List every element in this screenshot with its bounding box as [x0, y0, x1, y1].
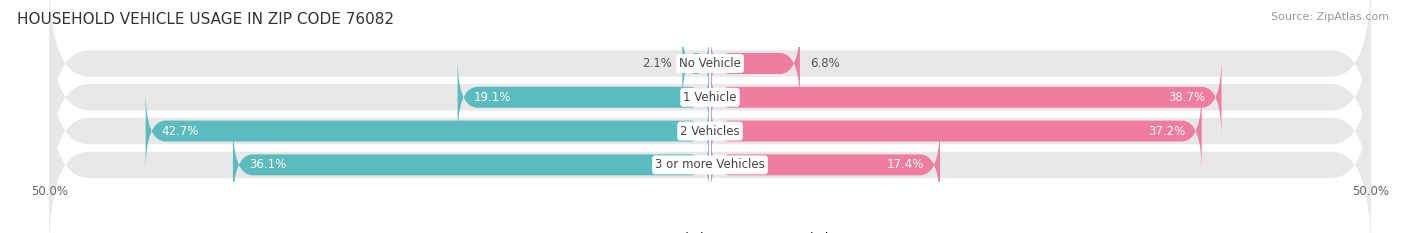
FancyBboxPatch shape [457, 57, 710, 137]
FancyBboxPatch shape [49, 0, 1371, 152]
FancyBboxPatch shape [710, 57, 1222, 137]
Text: HOUSEHOLD VEHICLE USAGE IN ZIP CODE 76082: HOUSEHOLD VEHICLE USAGE IN ZIP CODE 7608… [17, 12, 394, 27]
Legend: Owner-occupied, Renter-occupied: Owner-occupied, Renter-occupied [586, 228, 834, 233]
FancyBboxPatch shape [49, 43, 1371, 219]
Text: 37.2%: 37.2% [1149, 125, 1185, 137]
Text: 6.8%: 6.8% [810, 57, 841, 70]
FancyBboxPatch shape [710, 125, 941, 205]
FancyBboxPatch shape [49, 9, 1371, 185]
Text: No Vehicle: No Vehicle [679, 57, 741, 70]
Text: 42.7%: 42.7% [162, 125, 198, 137]
FancyBboxPatch shape [710, 91, 1202, 171]
Text: 38.7%: 38.7% [1168, 91, 1206, 104]
FancyBboxPatch shape [710, 23, 800, 104]
FancyBboxPatch shape [682, 23, 710, 104]
FancyBboxPatch shape [146, 91, 710, 171]
Text: Source: ZipAtlas.com: Source: ZipAtlas.com [1271, 12, 1389, 22]
Text: 1 Vehicle: 1 Vehicle [683, 91, 737, 104]
Text: 2.1%: 2.1% [641, 57, 672, 70]
Text: 2 Vehicles: 2 Vehicles [681, 125, 740, 137]
Text: 17.4%: 17.4% [887, 158, 924, 171]
Text: 36.1%: 36.1% [249, 158, 285, 171]
Text: 3 or more Vehicles: 3 or more Vehicles [655, 158, 765, 171]
Text: 19.1%: 19.1% [474, 91, 510, 104]
FancyBboxPatch shape [233, 125, 710, 205]
FancyBboxPatch shape [49, 77, 1371, 233]
